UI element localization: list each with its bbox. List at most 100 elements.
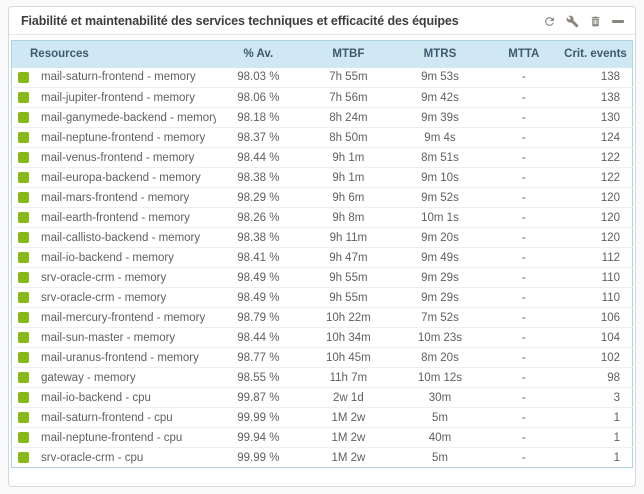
mtrs-cell: 7m 52s — [396, 307, 484, 328]
status-ok-icon — [18, 432, 29, 443]
mtrs-cell: 9m 53s — [396, 67, 484, 88]
wrench-icon[interactable] — [565, 14, 579, 28]
table-row[interactable]: mail-neptune-frontend - memory 98.37 % 8h … — [11, 127, 633, 148]
widget-toolbar — [542, 14, 625, 28]
resource-name: mail-sun-master - memory — [41, 331, 176, 344]
mtrs-cell: 10m 12s — [396, 367, 484, 388]
status-ok-icon — [18, 132, 29, 143]
status-ok-icon — [18, 392, 29, 403]
mtrs-cell: 30m — [396, 387, 484, 408]
status-ok-icon — [18, 332, 29, 343]
resource-name: gateway - memory — [41, 371, 136, 384]
resource-name: mail-venus-frontend - memory — [41, 151, 195, 164]
table-row[interactable]: mail-uranus-frontend - memory 98.77 % 10h … — [11, 347, 633, 368]
mtta-cell: - — [483, 127, 565, 148]
table-row[interactable]: gateway - memory 98.55 % 11h 7m 10m 12s -98 — [11, 367, 633, 388]
mtbf-cell: 9h 47m — [300, 247, 397, 268]
mtbf-cell: 10h 34m — [300, 327, 397, 348]
table-row[interactable]: srv-oracle-crm - memory 98.49 % 9h 55m 9m 2… — [11, 287, 633, 308]
mtrs-cell: 9m 49s — [396, 247, 484, 268]
availability-cell: 98.55 % — [216, 367, 301, 388]
mtrs-cell: 9m 10s — [396, 167, 484, 188]
mtrs-cell: 9m 29s — [396, 287, 484, 308]
mtrs-cell: 9m 42s — [396, 87, 484, 108]
availability-cell: 98.41 % — [216, 247, 301, 268]
table-row[interactable]: srv-oracle-crm - cpu 99.99 % 1M 2w 5m - 1 — [12, 448, 633, 468]
status-ok-icon — [18, 412, 29, 423]
mtta-cell: - — [483, 87, 565, 108]
mtta-cell: - — [483, 147, 565, 168]
table-row[interactable]: mail-neptune-frontend - cpu 99.94 % 1M 2w 4… — [11, 427, 633, 448]
column-header: MTRS — [396, 40, 484, 68]
table-row[interactable]: mail-saturn-frontend - memory 98.03 % 7h 5… — [11, 67, 633, 88]
resource-name: mail-earth-frontend - memory — [41, 211, 190, 224]
reliability-table: Resources% Av. MTBF MTRS MTTA Crit. events m… — [11, 40, 633, 468]
mtrs-cell: 10m 1s — [396, 207, 484, 228]
table-row[interactable]: mail-io-backend - memory 98.41 % 9h 47m 9m … — [11, 247, 633, 268]
table-row[interactable]: srv-oracle-crm - memory 98.49 % 9h 55m 9m 2… — [11, 267, 633, 288]
mtbf-cell: 1M 2w — [300, 407, 397, 428]
table-row[interactable]: mail-callisto-backend - memory 98.38 % 9h … — [11, 227, 633, 248]
availability-cell: 98.06 % — [216, 87, 301, 108]
mtbf-cell: 9h 8m — [300, 207, 397, 228]
mtbf-cell: 11h 7m — [300, 367, 397, 388]
status-ok-icon — [18, 452, 29, 463]
crit-events-cell: 1 — [564, 407, 633, 428]
resource-name: mail-neptune-frontend - memory — [41, 131, 206, 144]
table-row[interactable]: mail-earth-frontend - memory 98.26 % 9h 8m… — [11, 207, 633, 228]
mtrs-cell: 9m 4s — [396, 127, 484, 148]
mtbf-cell: 9h 6m — [300, 187, 397, 208]
mtta-cell: - — [483, 67, 565, 88]
status-ok-icon — [18, 71, 29, 83]
mtbf-cell: 9h 1m — [300, 167, 397, 188]
table-row[interactable]: mail-io-backend - cpu 99.87 % 2w 1d 30m -3 — [11, 387, 633, 408]
availability-cell: 98.77 % — [216, 347, 301, 368]
table-row[interactable]: mail-saturn-frontend - cpu 99.99 % 1M 2w 5m… — [11, 407, 633, 428]
mtbf-cell: 1M 2w — [300, 427, 397, 448]
mtbf-cell: 9h 11m — [300, 227, 397, 248]
availability-cell: 99.94 % — [216, 427, 301, 448]
mtrs-cell: 9m 52s — [396, 187, 484, 208]
resource-name: mail-jupiter-frontend - memory — [41, 91, 196, 104]
mtta-cell: - — [483, 287, 565, 308]
mtta-cell: - — [483, 247, 565, 268]
resource-name: mail-io-backend - memory — [41, 251, 174, 264]
table-row[interactable]: mail-mars-frontend - memory 98.29 % 9h 6m 9… — [11, 187, 633, 208]
mtta-cell: - — [483, 227, 565, 248]
status-ok-icon — [18, 212, 29, 223]
availability-cell: 98.38 % — [216, 227, 301, 248]
table-row[interactable]: mail-mercury-frontend - memory 98.79 % 10h… — [11, 307, 633, 328]
widget-title: Fiabilité et maintenabilité des services… — [21, 14, 459, 28]
resource-name: srv-oracle-crm - cpu — [41, 451, 144, 464]
mtrs-cell: 9m 20s — [396, 227, 484, 248]
table-row[interactable]: mail-ganymede-backend - memory 98.18 % 8h … — [11, 107, 633, 128]
status-ok-icon — [18, 112, 29, 123]
collapse-icon[interactable] — [611, 14, 625, 28]
mtta-cell: - — [483, 307, 565, 328]
mtrs-cell: 8m 51s — [396, 147, 484, 168]
crit-events-cell: 104 — [564, 327, 633, 348]
widget-content: Resources% Av. MTBF MTRS MTTA Crit. events m… — [9, 35, 635, 468]
delete-icon[interactable] — [588, 14, 602, 28]
availability-cell: 98.18 % — [216, 107, 301, 128]
widget-titlebar: Fiabilité et maintenabilité des services… — [9, 7, 635, 35]
table-row[interactable]: mail-sun-master - memory 98.44 % 10h 34m 10… — [11, 327, 633, 348]
resource-name: mail-ganymede-backend - memory — [41, 111, 217, 124]
mtbf-cell: 9h 55m — [300, 267, 397, 288]
mtbf-cell: 9h 55m — [300, 287, 397, 308]
availability-cell: 98.44 % — [216, 327, 301, 348]
refresh-icon[interactable] — [542, 14, 556, 28]
resource-name: mail-saturn-frontend - memory — [41, 71, 196, 84]
table-row[interactable]: mail-jupiter-frontend - memory 98.06 % 7h … — [11, 87, 633, 108]
table-row[interactable]: mail-venus-frontend - memory 98.44 % 9h 1m… — [11, 147, 633, 168]
table-row[interactable]: mail-europa-backend - memory 98.38 % 9h 1m… — [11, 167, 633, 188]
resource-name: mail-io-backend - cpu — [41, 391, 151, 404]
resource-name: mail-mars-frontend - memory — [41, 191, 190, 204]
status-ok-icon — [18, 152, 29, 163]
status-ok-icon — [18, 292, 29, 303]
resource-name: mail-europa-backend - memory — [41, 171, 201, 184]
resource-name: srv-oracle-crm - memory — [41, 291, 167, 304]
column-header: % Av. — [216, 40, 301, 68]
status-ok-icon — [18, 192, 29, 203]
crit-events-cell: 102 — [564, 347, 633, 368]
